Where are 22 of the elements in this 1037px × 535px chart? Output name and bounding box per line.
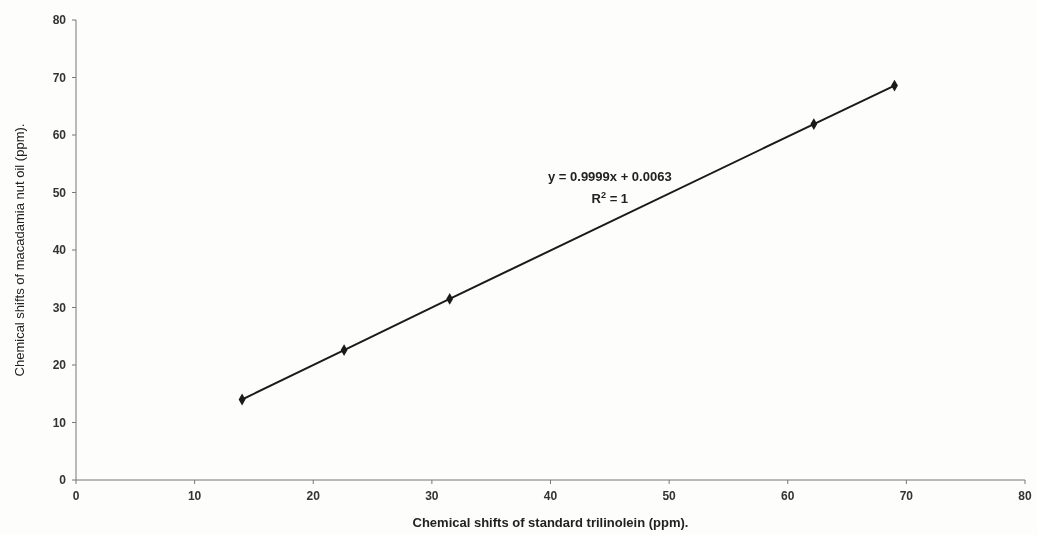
y-tick-label: 30 <box>52 300 67 315</box>
x-tick-label: 30 <box>425 489 439 503</box>
y-tick-label: 80 <box>52 13 67 28</box>
x-tick-label: 40 <box>543 489 558 503</box>
y-tick-label: 0 <box>59 473 67 488</box>
x-tick-label: 20 <box>306 489 321 503</box>
x-tick-label: 10 <box>187 489 202 503</box>
x-tick-label: 80 <box>1018 489 1032 503</box>
x-tick-label: 70 <box>899 489 914 503</box>
y-tick-label: 40 <box>52 243 67 258</box>
y-tick-label: 70 <box>52 70 67 85</box>
y-tick-label: 60 <box>52 128 67 143</box>
y-axis-title: Chemical shifts of macadamia nut oil (ppm). <box>12 123 27 377</box>
y-tick-label: 10 <box>52 415 67 430</box>
y-tick-label: 20 <box>52 358 67 373</box>
x-tick-label: 0 <box>72 489 80 503</box>
y-tick-label: 50 <box>52 185 67 200</box>
annotation: R$^{2}$ = 1 <box>591 190 629 206</box>
x-axis-title: Chemical shifts of standard trilinolein (ppm). <box>412 515 689 530</box>
x-tick-label: 60 <box>781 489 795 503</box>
annotation: y = 0.9999x + 0.0063 <box>548 169 672 184</box>
x-tick-label: 50 <box>662 489 677 503</box>
